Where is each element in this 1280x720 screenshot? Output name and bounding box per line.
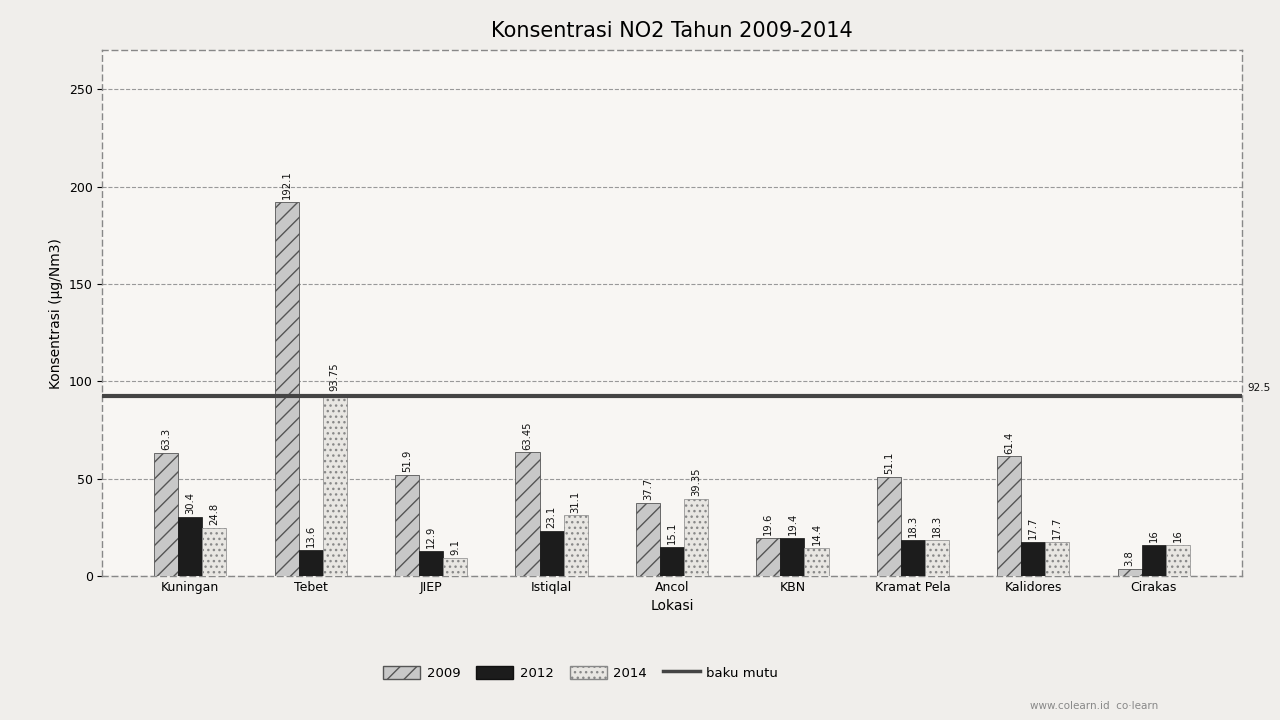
Text: 30.4: 30.4 — [186, 492, 196, 514]
Title: Konsentrasi NO2 Tahun 2009-2014: Konsentrasi NO2 Tahun 2009-2014 — [492, 20, 852, 40]
Bar — [419, 551, 443, 576]
Text: 37.7: 37.7 — [643, 477, 653, 500]
Text: 63.45: 63.45 — [522, 421, 532, 449]
X-axis label: Lokasi: Lokasi — [650, 600, 694, 613]
Text: 23.1: 23.1 — [547, 506, 557, 528]
Text: 31.1: 31.1 — [571, 490, 581, 513]
Bar — [275, 202, 298, 576]
Bar — [781, 539, 804, 576]
Bar — [804, 548, 828, 576]
Text: www.colearn.id  co·learn: www.colearn.id co·learn — [1030, 701, 1158, 711]
Text: 16: 16 — [1172, 529, 1183, 542]
Text: 51.1: 51.1 — [883, 451, 893, 474]
Text: 16: 16 — [1148, 529, 1158, 542]
Bar — [178, 517, 202, 576]
Bar — [756, 538, 781, 576]
Text: 93.75: 93.75 — [330, 362, 339, 390]
Bar — [563, 516, 588, 576]
baku mutu — [303, 392, 319, 400]
baku mutu — [183, 392, 198, 400]
Text: 18.3: 18.3 — [908, 516, 918, 537]
Bar — [1142, 545, 1166, 576]
Bar — [1046, 541, 1069, 576]
Text: 92.5: 92.5 — [1248, 383, 1271, 393]
Bar — [660, 546, 684, 576]
Text: 51.9: 51.9 — [402, 450, 412, 472]
Bar — [684, 500, 708, 576]
Bar — [1021, 541, 1046, 576]
Bar — [1166, 545, 1190, 576]
Text: 61.4: 61.4 — [1005, 431, 1014, 454]
Bar — [154, 453, 178, 576]
Text: 19.4: 19.4 — [787, 513, 797, 535]
Text: 12.9: 12.9 — [426, 526, 436, 548]
Text: 63.3: 63.3 — [161, 428, 172, 450]
Text: 14.4: 14.4 — [812, 523, 822, 545]
Bar — [298, 549, 323, 576]
Text: 9.1: 9.1 — [451, 539, 461, 555]
Text: 17.7: 17.7 — [1052, 516, 1062, 539]
Bar — [540, 531, 563, 576]
Bar — [901, 541, 925, 576]
Bar — [1117, 569, 1142, 576]
Bar — [997, 456, 1021, 576]
Bar — [877, 477, 901, 576]
Text: 15.1: 15.1 — [667, 521, 677, 544]
Y-axis label: Konsentrasi (µg/Nm3): Konsentrasi (µg/Nm3) — [49, 238, 63, 389]
Bar — [925, 541, 948, 576]
Bar — [516, 452, 540, 576]
Bar — [323, 394, 347, 576]
Text: 13.6: 13.6 — [306, 524, 316, 546]
Text: 39.35: 39.35 — [691, 468, 701, 497]
Legend: 2009, 2012, 2014, baku mutu: 2009, 2012, 2014, baku mutu — [378, 660, 783, 685]
Text: 19.6: 19.6 — [763, 513, 773, 535]
Text: 192.1: 192.1 — [282, 171, 292, 199]
Bar — [636, 503, 660, 576]
Bar — [443, 558, 467, 576]
Bar — [202, 528, 227, 576]
Text: 18.3: 18.3 — [932, 516, 942, 537]
Text: 24.8: 24.8 — [210, 503, 219, 525]
Text: 17.7: 17.7 — [1028, 516, 1038, 539]
Text: 3.8: 3.8 — [1125, 550, 1134, 566]
Bar — [396, 475, 419, 576]
